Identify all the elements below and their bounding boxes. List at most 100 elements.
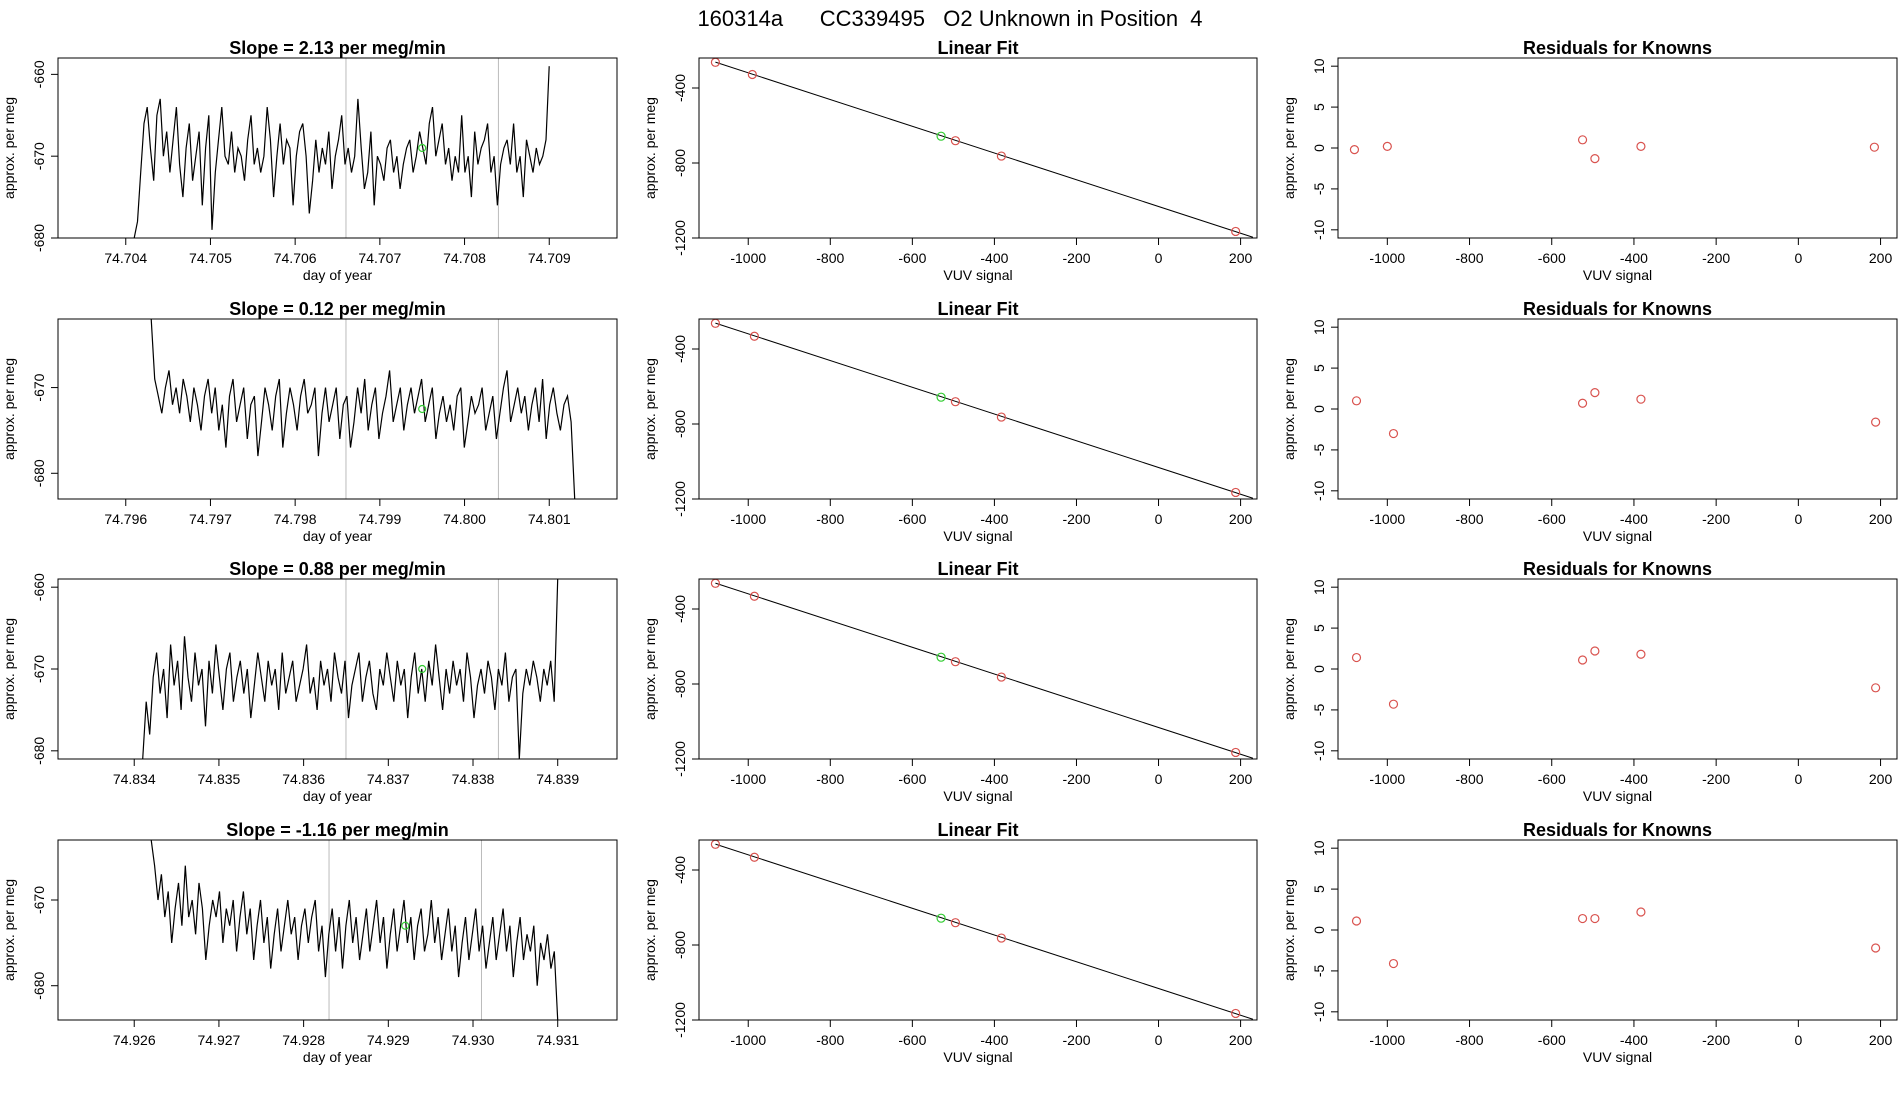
timeseries-panel: Slope = 2.13 per meg/min 74.704 74.705 74.7… bbox=[1, 38, 618, 283]
unknown-point bbox=[936, 913, 946, 923]
known-point bbox=[950, 918, 961, 928]
known-point bbox=[996, 151, 1006, 161]
y-tick-label: -5 bbox=[1311, 964, 1327, 977]
plot-box bbox=[57, 839, 618, 1021]
x-tick-label: -400 bbox=[1620, 250, 1648, 266]
x-tick-label: 74.930 bbox=[452, 1032, 495, 1048]
y-tick-label: 0 bbox=[1311, 405, 1327, 413]
known-point bbox=[1871, 943, 1881, 953]
x-tick-label: 74.839 bbox=[536, 771, 579, 787]
x-tick-label: -800 bbox=[816, 1032, 844, 1048]
residuals-panel: Residuals for Knowns-1000 -800 -600 -400 -20… bbox=[1281, 38, 1898, 283]
panel-title: Linear Fit bbox=[937, 299, 1018, 319]
x-tick-label: -400 bbox=[1620, 511, 1648, 527]
x-tick-label: -400 bbox=[1620, 1032, 1648, 1048]
x-tick-label: -200 bbox=[1062, 1032, 1090, 1048]
x-tick-label: 74.796 bbox=[104, 511, 147, 527]
x-tick-label: -800 bbox=[816, 771, 844, 787]
plot-area bbox=[150, 840, 559, 1020]
known-point bbox=[1388, 428, 1399, 439]
plot-area bbox=[1351, 907, 1881, 969]
known-point bbox=[1231, 1008, 1241, 1019]
x-tick-label: -1000 bbox=[730, 250, 766, 266]
y-axis-label: approx. per meg bbox=[1281, 879, 1297, 981]
known-point bbox=[1349, 145, 1360, 155]
panel-title: Slope = -1.16 per meg/min bbox=[226, 820, 449, 840]
x-tick-label: -800 bbox=[1456, 771, 1484, 787]
plot-area bbox=[1351, 388, 1881, 439]
known-point bbox=[1388, 699, 1399, 709]
y-tick-label: -800 bbox=[672, 670, 688, 698]
panel-title: Residuals for Knowns bbox=[1523, 38, 1712, 58]
x-axis-label: VUV signal bbox=[943, 528, 1012, 544]
plot-box bbox=[698, 318, 1258, 500]
x-tick-label: -800 bbox=[816, 250, 844, 266]
y-tick-label: -680 bbox=[31, 971, 47, 999]
x-tick-label: 74.709 bbox=[528, 250, 571, 266]
x-tick-label: -600 bbox=[1538, 1032, 1566, 1048]
figure-title: 160314a CC339495 O2 Unknown in Position … bbox=[697, 6, 1203, 31]
x-tick-label: 74.837 bbox=[367, 771, 410, 787]
x-tick-label: -200 bbox=[1062, 771, 1090, 787]
x-tick-label: 74.707 bbox=[358, 250, 401, 266]
plot-box bbox=[1337, 318, 1898, 500]
plot-area bbox=[710, 319, 1254, 499]
x-tick-label: 200 bbox=[1229, 771, 1253, 787]
x-tick-label: -600 bbox=[898, 771, 926, 787]
x-tick-label: 74.708 bbox=[443, 250, 486, 266]
y-tick-label: 5 bbox=[1311, 364, 1327, 372]
timeseries-panel: Slope = 0.88 per meg/min 74.834 74.835 74.8… bbox=[1, 559, 618, 804]
x-tick-label: -400 bbox=[980, 250, 1008, 266]
x-tick-label: -600 bbox=[898, 1032, 926, 1048]
x-axis-label: VUV signal bbox=[943, 788, 1012, 804]
plot-box bbox=[698, 57, 1258, 239]
known-point bbox=[950, 136, 961, 146]
x-tick-label: 74.797 bbox=[189, 511, 232, 527]
x-tick-label: 74.798 bbox=[274, 511, 317, 527]
x-tick-label: 0 bbox=[1155, 250, 1163, 266]
y-axis-label: approx. per meg bbox=[642, 358, 658, 460]
x-tick-label: -1000 bbox=[1369, 771, 1405, 787]
x-tick-label: 0 bbox=[1155, 511, 1163, 527]
x-axis-label: day of year bbox=[303, 528, 373, 544]
y-tick-label: -670 bbox=[31, 373, 47, 401]
known-point bbox=[749, 591, 759, 601]
data-line bbox=[150, 319, 576, 499]
panel-title: Residuals for Knowns bbox=[1523, 820, 1712, 840]
y-tick-label: 10 bbox=[1311, 58, 1327, 74]
x-tick-label: -200 bbox=[1702, 771, 1730, 787]
y-tick-label: 10 bbox=[1311, 319, 1327, 335]
data-line bbox=[142, 579, 559, 759]
y-tick-label: -1200 bbox=[672, 481, 688, 517]
plot-box bbox=[57, 318, 618, 500]
y-tick-label: 10 bbox=[1311, 840, 1327, 856]
y-tick-label: -680 bbox=[31, 224, 47, 252]
y-axis-label: approx. per meg bbox=[642, 97, 658, 199]
known-point bbox=[1590, 913, 1600, 924]
y-axis-label: approx. per meg bbox=[1, 358, 17, 460]
plot-area bbox=[1351, 646, 1881, 709]
unknown-marker bbox=[418, 143, 427, 153]
y-axis-label: approx. per meg bbox=[1281, 618, 1297, 720]
panel-title: Residuals for Knowns bbox=[1523, 299, 1712, 319]
y-tick-label: 5 bbox=[1311, 624, 1327, 632]
known-point bbox=[1351, 916, 1362, 926]
known-point bbox=[1871, 683, 1881, 693]
unknown-point bbox=[936, 392, 946, 402]
known-point bbox=[950, 657, 961, 667]
x-tick-label: 74.801 bbox=[528, 511, 571, 527]
y-tick-label: -5 bbox=[1311, 182, 1327, 195]
x-axis-label: day of year bbox=[303, 1049, 373, 1065]
x-tick-label: 0 bbox=[1794, 771, 1802, 787]
unknown-point bbox=[936, 652, 946, 662]
y-axis-label: approx. per meg bbox=[1, 879, 17, 981]
x-tick-label: -400 bbox=[980, 771, 1008, 787]
residuals-panel: Residuals for Knowns-1000 -800 -600 -400 -20… bbox=[1281, 299, 1898, 544]
x-tick-label: 200 bbox=[1229, 511, 1253, 527]
plot-box bbox=[1337, 578, 1898, 760]
known-point bbox=[1351, 396, 1362, 406]
y-axis-label: approx. per meg bbox=[1, 618, 17, 720]
plot-area bbox=[1349, 135, 1879, 164]
x-tick-label: -1000 bbox=[1369, 1032, 1405, 1048]
x-tick-label: 200 bbox=[1229, 250, 1253, 266]
